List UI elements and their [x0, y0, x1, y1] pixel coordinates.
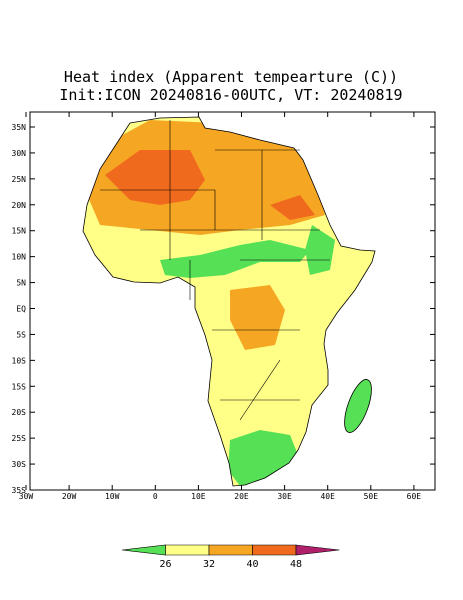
lat-tick-label: 35S [12, 486, 27, 495]
lon-tick-label: 30W [19, 492, 34, 501]
lon-tick-label: 30E [277, 492, 292, 501]
colorbar-segment [295, 544, 340, 556]
field-green [305, 225, 335, 275]
colorbar-label: 32 [203, 559, 215, 570]
lat-tick-label: 5S [16, 330, 26, 339]
colorbar-segment [208, 544, 253, 556]
colorbar-segment [121, 544, 166, 556]
lat-tick-label: 30N [12, 149, 27, 158]
lat-tick-label: 30S [12, 460, 27, 469]
lat-tick-label: 20S [12, 408, 27, 417]
borders [100, 120, 330, 421]
lat-tick-label: 5N [16, 279, 26, 288]
lat-tick-label: 20N [12, 201, 27, 210]
field-green [160, 240, 310, 278]
lat-tick-label: EQ [16, 305, 26, 314]
colorbar-label: 26 [159, 559, 171, 570]
lat-tick-label: 15S [12, 382, 27, 391]
lat-tick-label: 25N [12, 175, 27, 184]
field-orange [85, 120, 325, 235]
field-orange [230, 285, 285, 350]
lat-tick-label: 35N [12, 123, 27, 132]
colorbar-label: 40 [246, 559, 258, 570]
colorbar-segment [165, 544, 210, 556]
lon-tick-label: 40E [320, 492, 335, 501]
axis-ticks: 35N 30N 25N 20N 15N 10N 5N EQ 5S 10S 15S 20S 25S 30S 3… [12, 112, 435, 501]
colorbar-segment [252, 544, 297, 556]
lat-tick-label: 15N [12, 227, 27, 236]
field-hot [105, 150, 205, 205]
lon-tick-label: 0 [153, 492, 158, 501]
lon-tick-label: 60E [407, 492, 422, 501]
madagascar [344, 379, 372, 433]
colorbar-label: 48 [290, 559, 302, 570]
map-subtitle: Init:ICON 20240816-00UTC, VT: 20240819 [59, 86, 402, 104]
field-hot [270, 195, 315, 220]
lon-tick-label: 20W [62, 492, 77, 501]
lon-tick-label: 20E [234, 492, 249, 501]
map-title: Heat index (Apparent tempearture (C)) [64, 68, 398, 86]
lat-tick-label: 10S [12, 356, 27, 365]
lon-tick-label: 10W [105, 492, 120, 501]
lat-tick-label: 10N [12, 253, 27, 262]
colorbar: 26 32 40 48 [121, 544, 340, 570]
lat-tick-label: 25S [12, 434, 27, 443]
lon-tick-label: 50E [364, 492, 379, 501]
lon-tick-label: 10E [191, 492, 206, 501]
